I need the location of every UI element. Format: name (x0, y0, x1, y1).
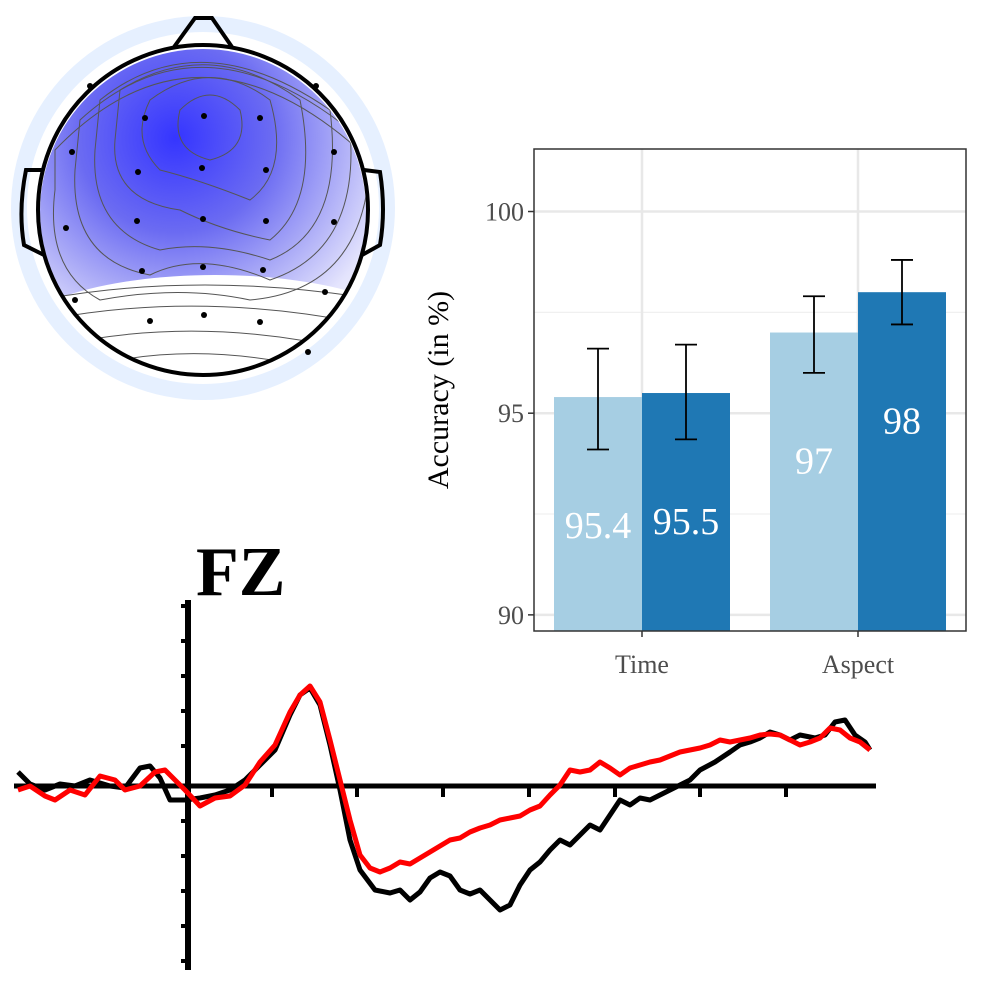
axis-ticks: 90 95 100 Time Aspect (485, 198, 895, 679)
electrode-markers (63, 83, 337, 355)
y-tick-label: 90 (498, 601, 524, 630)
bar (858, 292, 946, 631)
bars (554, 259, 946, 631)
error-bar (891, 259, 913, 326)
topomap-right-ear (361, 168, 385, 257)
topomap-head-outline (36, 43, 370, 377)
bar-value-label: 95.4 (565, 505, 632, 547)
erp-x-ticks (270, 786, 788, 797)
x-tick-label: Time (615, 650, 669, 679)
topomap-nose (172, 16, 234, 49)
error-bar (587, 347, 609, 451)
bar-value-label: 95.5 (653, 501, 720, 543)
topomap-left-ear (19, 168, 45, 257)
bar-value-labels: 95.4 97 95.5 98 (565, 400, 921, 547)
erp-black-waveform (16, 685, 873, 913)
bar-value-label: 97 (795, 441, 833, 483)
erp-y-ticks (181, 604, 188, 963)
erp-red-waveform (17, 683, 872, 875)
plot-border (533, 148, 967, 632)
x-tick-label: Aspect (822, 650, 895, 679)
error-bar (675, 343, 697, 441)
electrode-label: FZ (196, 534, 286, 611)
y-axis-title: Accuracy (in %) (422, 291, 455, 489)
y-tick-label: 100 (485, 198, 524, 227)
error-bar (803, 295, 825, 374)
y-tick-label: 95 (498, 399, 524, 428)
bar (770, 332, 858, 631)
bar-value-label: 98 (883, 400, 921, 442)
